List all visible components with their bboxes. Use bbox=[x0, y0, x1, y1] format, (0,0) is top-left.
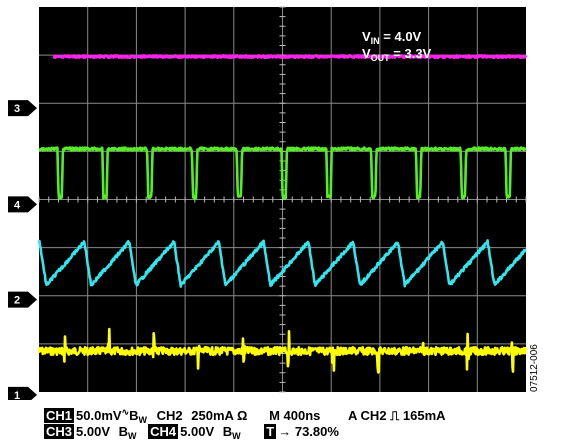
ch3-badge: CH3 bbox=[44, 424, 75, 439]
trace-channel-2 bbox=[37, 239, 527, 288]
ch1-bw: B bbox=[129, 408, 139, 423]
ch1-coupling-icon: ∿ bbox=[121, 407, 130, 417]
trace-channel-3 bbox=[52, 54, 528, 60]
trigger-setting: A CH2 ⎍ 165mA bbox=[348, 408, 446, 423]
ch4-scale: 5.00V bbox=[180, 424, 215, 439]
vin-annotation: VIN = 4.0V bbox=[362, 29, 422, 46]
vout-annotation: VOUT = 3.3V bbox=[362, 46, 432, 63]
channel-marker-label-4: 4 bbox=[14, 199, 21, 211]
channel-marker-label-1: 1 bbox=[14, 390, 20, 400]
ch1-badge: CH1 bbox=[44, 408, 75, 423]
ch1-bw-sub: W bbox=[138, 415, 148, 425]
channel-marker-3 bbox=[8, 100, 37, 117]
channel-marker-label-2: 2 bbox=[14, 295, 20, 307]
ch3-scale: 5.00V bbox=[76, 424, 110, 439]
channel-marker-1 bbox=[8, 386, 37, 400]
ch1-scale: 50.0mV bbox=[76, 408, 122, 423]
trigger-position: → 73.80% bbox=[278, 424, 339, 439]
ch2-scale: 250mA Ω bbox=[191, 408, 248, 423]
ch3-bw: B bbox=[118, 424, 129, 439]
ch4-bw-sub: W bbox=[232, 431, 241, 441]
ch4-bw: B bbox=[222, 424, 233, 439]
timebase: M 400ns bbox=[269, 408, 321, 423]
channel-marker-2 bbox=[8, 291, 37, 308]
status-line-1: CH1 50.0mV∿BW CH2 250mA Ω M 400ns A CH2 ⎍… bbox=[44, 405, 446, 428]
trace-channel-4 bbox=[38, 146, 527, 200]
voltage-annotation: VIN = 4.0V VOUT = 3.3V bbox=[362, 29, 432, 63]
trigger-position-badge: T bbox=[264, 424, 277, 439]
ch2-label: CH2 bbox=[156, 408, 183, 423]
ch3-bw-sub: W bbox=[128, 431, 137, 441]
oscilloscope-screen: 3 4 2 1 VIN = 4.0V VOUT = 3.3V bbox=[8, 6, 528, 400]
figure-code: 07512-006 bbox=[529, 344, 540, 392]
channel-marker-label-3: 3 bbox=[14, 103, 20, 115]
waveform-traces bbox=[37, 54, 528, 374]
channel-marker-4 bbox=[8, 196, 37, 213]
status-line-2: CH3 5.00V BW CH4 5.00V BW T → 73.80% bbox=[44, 424, 339, 444]
trace-channel-1 bbox=[38, 327, 528, 374]
channel-markers: 3 4 2 1 bbox=[8, 100, 37, 400]
ch4-badge: CH4 bbox=[148, 424, 179, 439]
